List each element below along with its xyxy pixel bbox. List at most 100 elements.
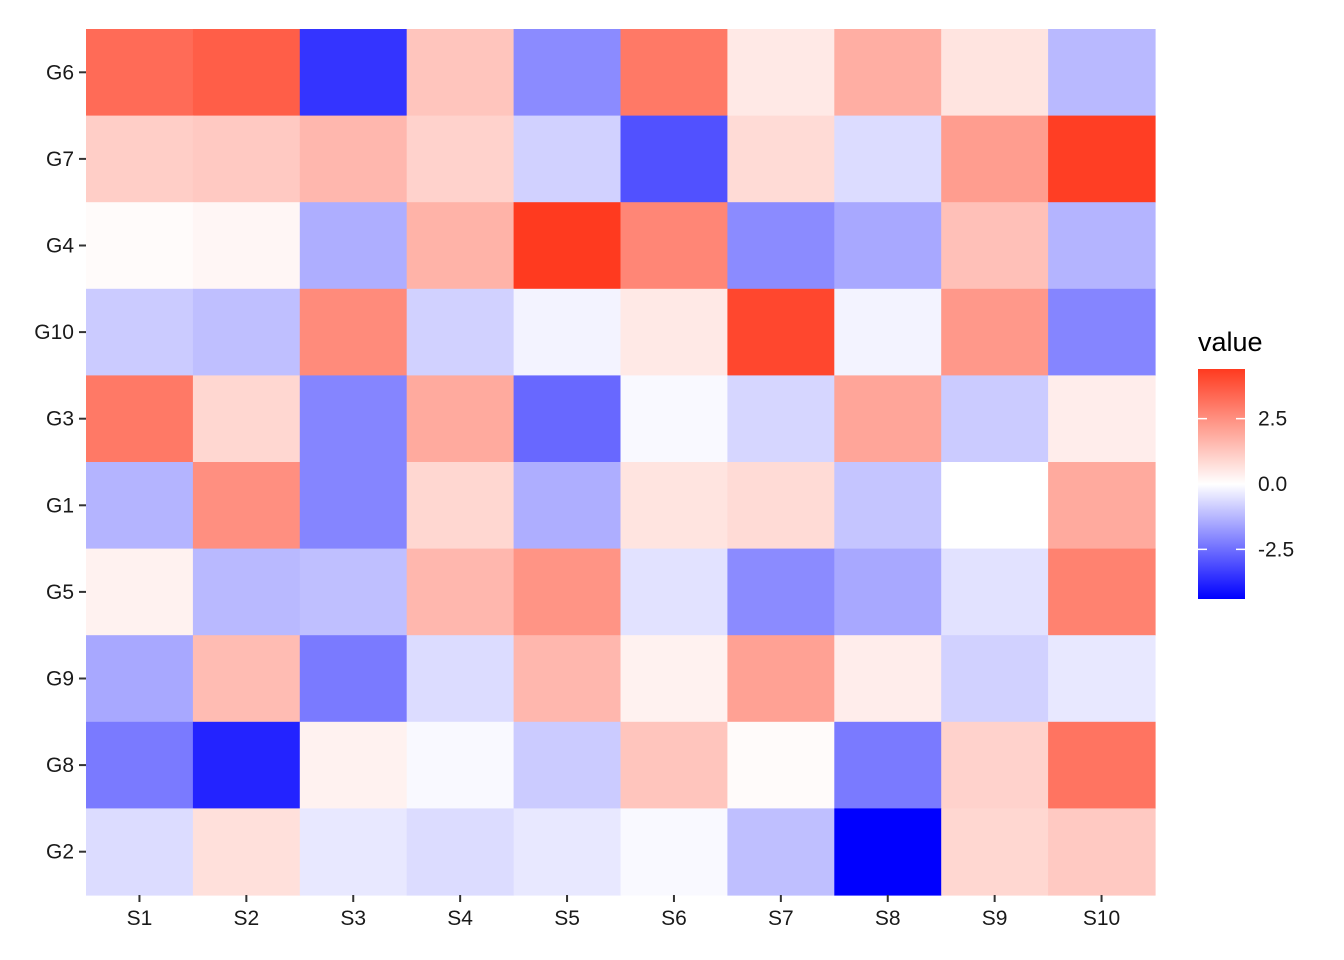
heatmap-cell-G7-S5: [513, 115, 622, 203]
heatmap-cell-G6-S10: [1048, 29, 1156, 117]
heatmap-cell-G8-S10: [1048, 721, 1156, 809]
heatmap-cell-G2-S8: [834, 808, 942, 896]
heatmap-cell-G3-S8: [834, 375, 942, 463]
heatmap-cell-G6-S4: [406, 29, 515, 117]
y-axis: G6 G7 G4 G10 G3 G1 G5 G9 G8 G2: [34, 61, 86, 864]
heatmap-cell-G9-S4: [406, 635, 515, 723]
heatmap-cell-G9-S1: [86, 635, 194, 723]
heatmap-cell-G5-S1: [86, 548, 194, 636]
heatmap-cell-G1-S4: [406, 462, 515, 550]
heatmap-cell-G10-S8: [834, 288, 942, 376]
legend-tick-label: -2.5: [1258, 538, 1294, 561]
heatmap-cell-G8-S7: [727, 721, 835, 809]
heatmap-cell-G7-S3: [299, 115, 408, 203]
heatmap-cell-G2-S6: [620, 808, 728, 896]
heatmap-cell-G10-S3: [299, 288, 408, 376]
heatmap-cell-G7-S1: [86, 115, 194, 203]
heatmap-cell-G3-S4: [406, 375, 515, 463]
heatmap-cells: [86, 29, 1156, 896]
heatmap-cell-G2-S3: [299, 808, 408, 896]
y-tick-label-G10: G10: [34, 321, 74, 344]
y-tick-label-G8: G8: [46, 754, 74, 777]
heatmap-cell-G5-S2: [192, 548, 301, 636]
heatmap-cell-G5-S10: [1048, 548, 1156, 636]
heatmap-cell-G8-S3: [299, 721, 408, 809]
heatmap-cell-G9-S6: [620, 635, 728, 723]
y-tick-label-G7: G7: [46, 148, 74, 171]
x-tick-label-S5: S5: [554, 907, 580, 930]
heatmap-cell-G6-S5: [513, 29, 622, 117]
legend-tick-label: 0.0: [1258, 473, 1287, 496]
heatmap-cell-G8-S8: [834, 721, 942, 809]
heatmap-cell-G1-S1: [86, 462, 194, 550]
heatmap-cell-G5-S5: [513, 548, 622, 636]
heatmap-cell-G10-S6: [620, 288, 728, 376]
y-tick-label-G2: G2: [46, 841, 74, 864]
x-tick-label-S3: S3: [340, 907, 366, 930]
heatmap-cell-G10-S7: [727, 288, 835, 376]
heatmap-cell-G2-S9: [941, 808, 1049, 896]
heatmap-cell-G10-S9: [941, 288, 1049, 376]
heatmap-cell-G9-S8: [834, 635, 942, 723]
heatmap-cell-G1-S10: [1048, 462, 1156, 550]
heatmap-cell-G4-S9: [941, 202, 1049, 290]
heatmap-cell-G8-S6: [620, 721, 728, 809]
heatmap-cell-G2-S10: [1048, 808, 1156, 896]
heatmap-cell-G5-S4: [406, 548, 515, 636]
heatmap-cell-G5-S3: [299, 548, 408, 636]
heatmap-cell-G5-S8: [834, 548, 942, 636]
heatmap-cell-G4-S1: [86, 202, 194, 290]
heatmap-cell-G5-S6: [620, 548, 728, 636]
heatmap-cell-G3-S10: [1048, 375, 1156, 463]
heatmap-cell-G4-S4: [406, 202, 515, 290]
heatmap-cell-G7-S2: [192, 115, 301, 203]
heatmap-cell-G1-S9: [941, 462, 1049, 550]
heatmap-cell-G8-S5: [513, 721, 622, 809]
heatmap-cell-G2-S4: [406, 808, 515, 896]
y-tick-label-G6: G6: [46, 61, 74, 84]
heatmap-cell-G9-S9: [941, 635, 1049, 723]
heatmap-cell-G2-S7: [727, 808, 835, 896]
x-axis: S1 S2 S3 S4 S5 S6 S7 S8 S9 S10: [127, 895, 1120, 930]
x-tick-label-S7: S7: [768, 907, 794, 930]
y-tick-label-G3: G3: [46, 408, 74, 431]
heatmap-cell-G4-S10: [1048, 202, 1156, 290]
heatmap-cell-G6-S6: [620, 29, 728, 117]
heatmap-cell-G8-S9: [941, 721, 1049, 809]
heatmap-cell-G4-S6: [620, 202, 728, 290]
heatmap-cell-G8-S1: [86, 721, 194, 809]
heatmap-cell-G5-S7: [727, 548, 835, 636]
heatmap-cell-G6-S9: [941, 29, 1049, 117]
heatmap-cell-G9-S3: [299, 635, 408, 723]
heatmap-cell-G3-S5: [513, 375, 622, 463]
heatmap-cell-G2-S1: [86, 808, 194, 896]
x-tick-label-S10: S10: [1083, 907, 1120, 930]
x-tick-label-S2: S2: [234, 907, 260, 930]
heatmap-cell-G4-S7: [727, 202, 835, 290]
heatmap-cell-G3-S6: [620, 375, 728, 463]
legend-tick-label: 2.5: [1258, 408, 1287, 431]
x-tick-label-S8: S8: [875, 907, 901, 930]
heatmap-cell-G9-S7: [727, 635, 835, 723]
heatmap-cell-G5-S9: [941, 548, 1049, 636]
heatmap-cell-G6-S3: [299, 29, 408, 117]
heatmap-cell-G7-S4: [406, 115, 515, 203]
heatmap-cell-G1-S7: [727, 462, 835, 550]
heatmap-cell-G7-S10: [1048, 115, 1156, 203]
heatmap-cell-G1-S6: [620, 462, 728, 550]
heatmap-cell-G7-S8: [834, 115, 942, 203]
heatmap-cell-G4-S8: [834, 202, 942, 290]
y-tick-label-G1: G1: [46, 494, 74, 517]
heatmap-cell-G6-S2: [192, 29, 301, 117]
heatmap-cell-G3-S2: [192, 375, 301, 463]
heatmap-cell-G10-S5: [513, 288, 622, 376]
y-tick-label-G9: G9: [46, 668, 74, 691]
heatmap-cell-G1-S3: [299, 462, 408, 550]
heatmap-cell-G9-S2: [192, 635, 301, 723]
heatmap-cell-G10-S10: [1048, 288, 1156, 376]
heatmap-cell-G6-S1: [86, 29, 194, 117]
heatmap-cell-G3-S7: [727, 375, 835, 463]
y-tick-label-G5: G5: [46, 581, 74, 604]
heatmap-cell-G4-S3: [299, 202, 408, 290]
